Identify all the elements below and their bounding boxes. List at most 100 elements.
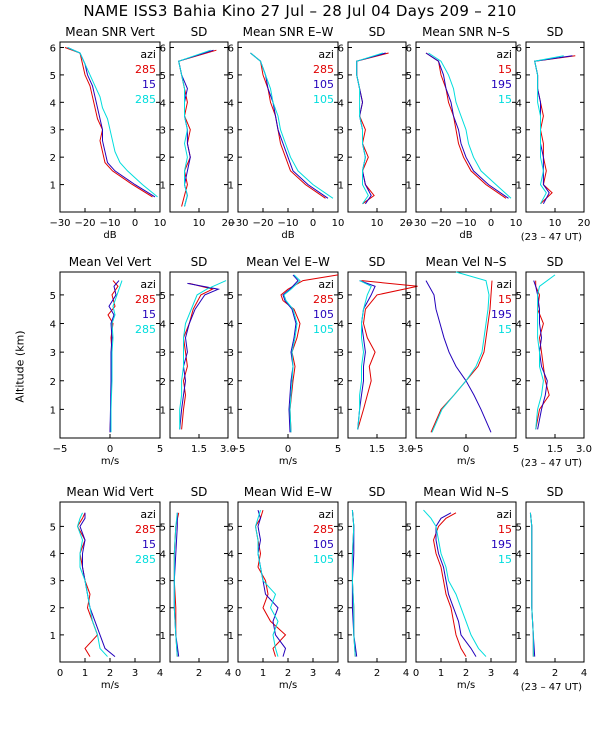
x-axis-label: m/s bbox=[457, 680, 475, 691]
x-tick-label: 1 bbox=[260, 668, 266, 679]
y-tick-label: 5 bbox=[50, 291, 56, 302]
series-line-cyan bbox=[431, 271, 490, 433]
x-tick-label: −10 bbox=[99, 218, 120, 229]
y-tick-label: 5 bbox=[406, 522, 412, 533]
y-tick-label: 1 bbox=[338, 405, 344, 416]
figure-title: NAME ISS3 Bahia Kino 27 Jul – 28 Jul 04 … bbox=[83, 2, 517, 20]
y-tick-label: 1 bbox=[406, 405, 412, 416]
sd-series-line-red bbox=[356, 52, 389, 205]
legend-entry: 15 bbox=[498, 523, 512, 536]
y-tick-label: 2 bbox=[160, 153, 166, 164]
y-tick-label: 3 bbox=[406, 577, 412, 588]
legend-entry: 105 bbox=[313, 538, 334, 551]
y-tick-label: 3 bbox=[228, 577, 234, 588]
y-tick-label: 1 bbox=[50, 631, 56, 642]
y-tick-label: 2 bbox=[228, 153, 234, 164]
y-tick-label: 4 bbox=[338, 320, 344, 331]
sd-x-tick-label: 1.5 bbox=[547, 444, 563, 455]
y-tick-label: 2 bbox=[160, 604, 166, 615]
y-tick-label: 2 bbox=[406, 604, 412, 615]
y-tick-label: 4 bbox=[406, 550, 412, 561]
x-tick-label: 2 bbox=[463, 668, 469, 679]
sd-x-tick-label: 2 bbox=[374, 668, 380, 679]
y-tick-label: 3 bbox=[516, 126, 522, 137]
x-tick-label: 0 bbox=[488, 218, 494, 229]
y-tick-label: 4 bbox=[228, 320, 234, 331]
x-tick-label: 0 bbox=[57, 668, 63, 679]
legend-title: azi bbox=[140, 48, 156, 61]
sd-panel-frame bbox=[169, 501, 229, 663]
y-tick-label: 2 bbox=[50, 377, 56, 388]
legend-entry: 15 bbox=[142, 538, 156, 551]
series-line-blue bbox=[67, 47, 156, 198]
panel-title: Mean SNR E–W bbox=[243, 25, 334, 39]
y-tick-label: 5 bbox=[516, 291, 522, 302]
sd-x-tick-label: 20 bbox=[578, 218, 591, 229]
y-tick-label: 2 bbox=[50, 604, 56, 615]
y-tick-label: 5 bbox=[228, 522, 234, 533]
series-line-cyan bbox=[254, 509, 279, 657]
series-line-blue bbox=[425, 280, 492, 433]
y-tick-label: 3 bbox=[406, 126, 412, 137]
x-tick-label: 4 bbox=[513, 668, 519, 679]
sd-panel-frame bbox=[347, 271, 407, 439]
sd-series-line-blue bbox=[529, 512, 536, 657]
y-tick-label: 4 bbox=[516, 550, 522, 561]
x-tick-label: 1 bbox=[82, 668, 88, 679]
legend-entry: 285 bbox=[313, 523, 334, 536]
sd-panel-title: SD bbox=[547, 25, 564, 39]
sd-series-line-blue bbox=[357, 280, 376, 430]
x-tick-label: −30 bbox=[49, 218, 70, 229]
x-tick-label: 0 bbox=[107, 444, 113, 455]
x-tick-label: 10 bbox=[332, 218, 345, 229]
x-axis-label: m/s bbox=[101, 456, 119, 467]
series-line-cyan bbox=[110, 280, 123, 433]
x-tick-label: 3 bbox=[488, 668, 494, 679]
panel-title: Mean Vel Vert bbox=[69, 255, 152, 269]
legend-entry: 195 bbox=[491, 78, 512, 91]
sd-series-line-cyan bbox=[356, 52, 383, 205]
sd-panel-frame bbox=[169, 41, 229, 213]
sd-x-tick-label: 2 bbox=[196, 668, 202, 679]
y-tick-label: 6 bbox=[338, 43, 344, 54]
legend-entry: 105 bbox=[313, 553, 334, 566]
y-tick-label: 2 bbox=[338, 604, 344, 615]
y-tick-label: 1 bbox=[406, 181, 412, 192]
sd-series-line-blue bbox=[179, 282, 221, 430]
y-tick-label: 4 bbox=[50, 320, 56, 331]
series-line-cyan bbox=[423, 509, 487, 657]
sd-series-line-cyan bbox=[173, 512, 178, 657]
x-tick-label: 3 bbox=[132, 668, 138, 679]
legend-title: azi bbox=[318, 278, 334, 291]
legend-title: azi bbox=[140, 508, 156, 521]
series-line-red bbox=[254, 509, 287, 657]
legend-entry: 195 bbox=[491, 308, 512, 321]
series-line-cyan bbox=[250, 52, 334, 199]
y-tick-label: 6 bbox=[406, 43, 412, 54]
x-tick-label: 5 bbox=[335, 444, 341, 455]
sd-series-line-cyan bbox=[534, 55, 564, 205]
y-tick-label: 4 bbox=[338, 550, 344, 561]
y-tick-label: 5 bbox=[338, 522, 344, 533]
legend-entry: 15 bbox=[142, 308, 156, 321]
y-tick-label: 2 bbox=[338, 377, 344, 388]
x-tick-label: 5 bbox=[157, 444, 163, 455]
y-tick-label: 4 bbox=[228, 98, 234, 109]
y-tick-label: 1 bbox=[406, 631, 412, 642]
x-tick-label: 0 bbox=[235, 668, 241, 679]
sd-series-line-blue bbox=[178, 49, 214, 207]
y-tick-label: 5 bbox=[50, 71, 56, 82]
y-tick-label: 2 bbox=[160, 377, 166, 388]
time-range-note: (23 – 47 UT) bbox=[521, 458, 582, 469]
sd-x-tick-label: 4 bbox=[225, 668, 231, 679]
y-tick-label: 5 bbox=[516, 522, 522, 533]
y-tick-label: 5 bbox=[160, 522, 166, 533]
sd-x-tick-label: 1.5 bbox=[191, 444, 207, 455]
y-tick-label: 3 bbox=[160, 126, 166, 137]
x-tick-label: 5 bbox=[513, 444, 519, 455]
sd-x-tick-label: 4 bbox=[581, 668, 587, 679]
y-tick-label: 4 bbox=[338, 98, 344, 109]
y-tick-label: 4 bbox=[160, 550, 166, 561]
x-tick-label: −20 bbox=[430, 218, 451, 229]
y-tick-label: 5 bbox=[338, 71, 344, 82]
